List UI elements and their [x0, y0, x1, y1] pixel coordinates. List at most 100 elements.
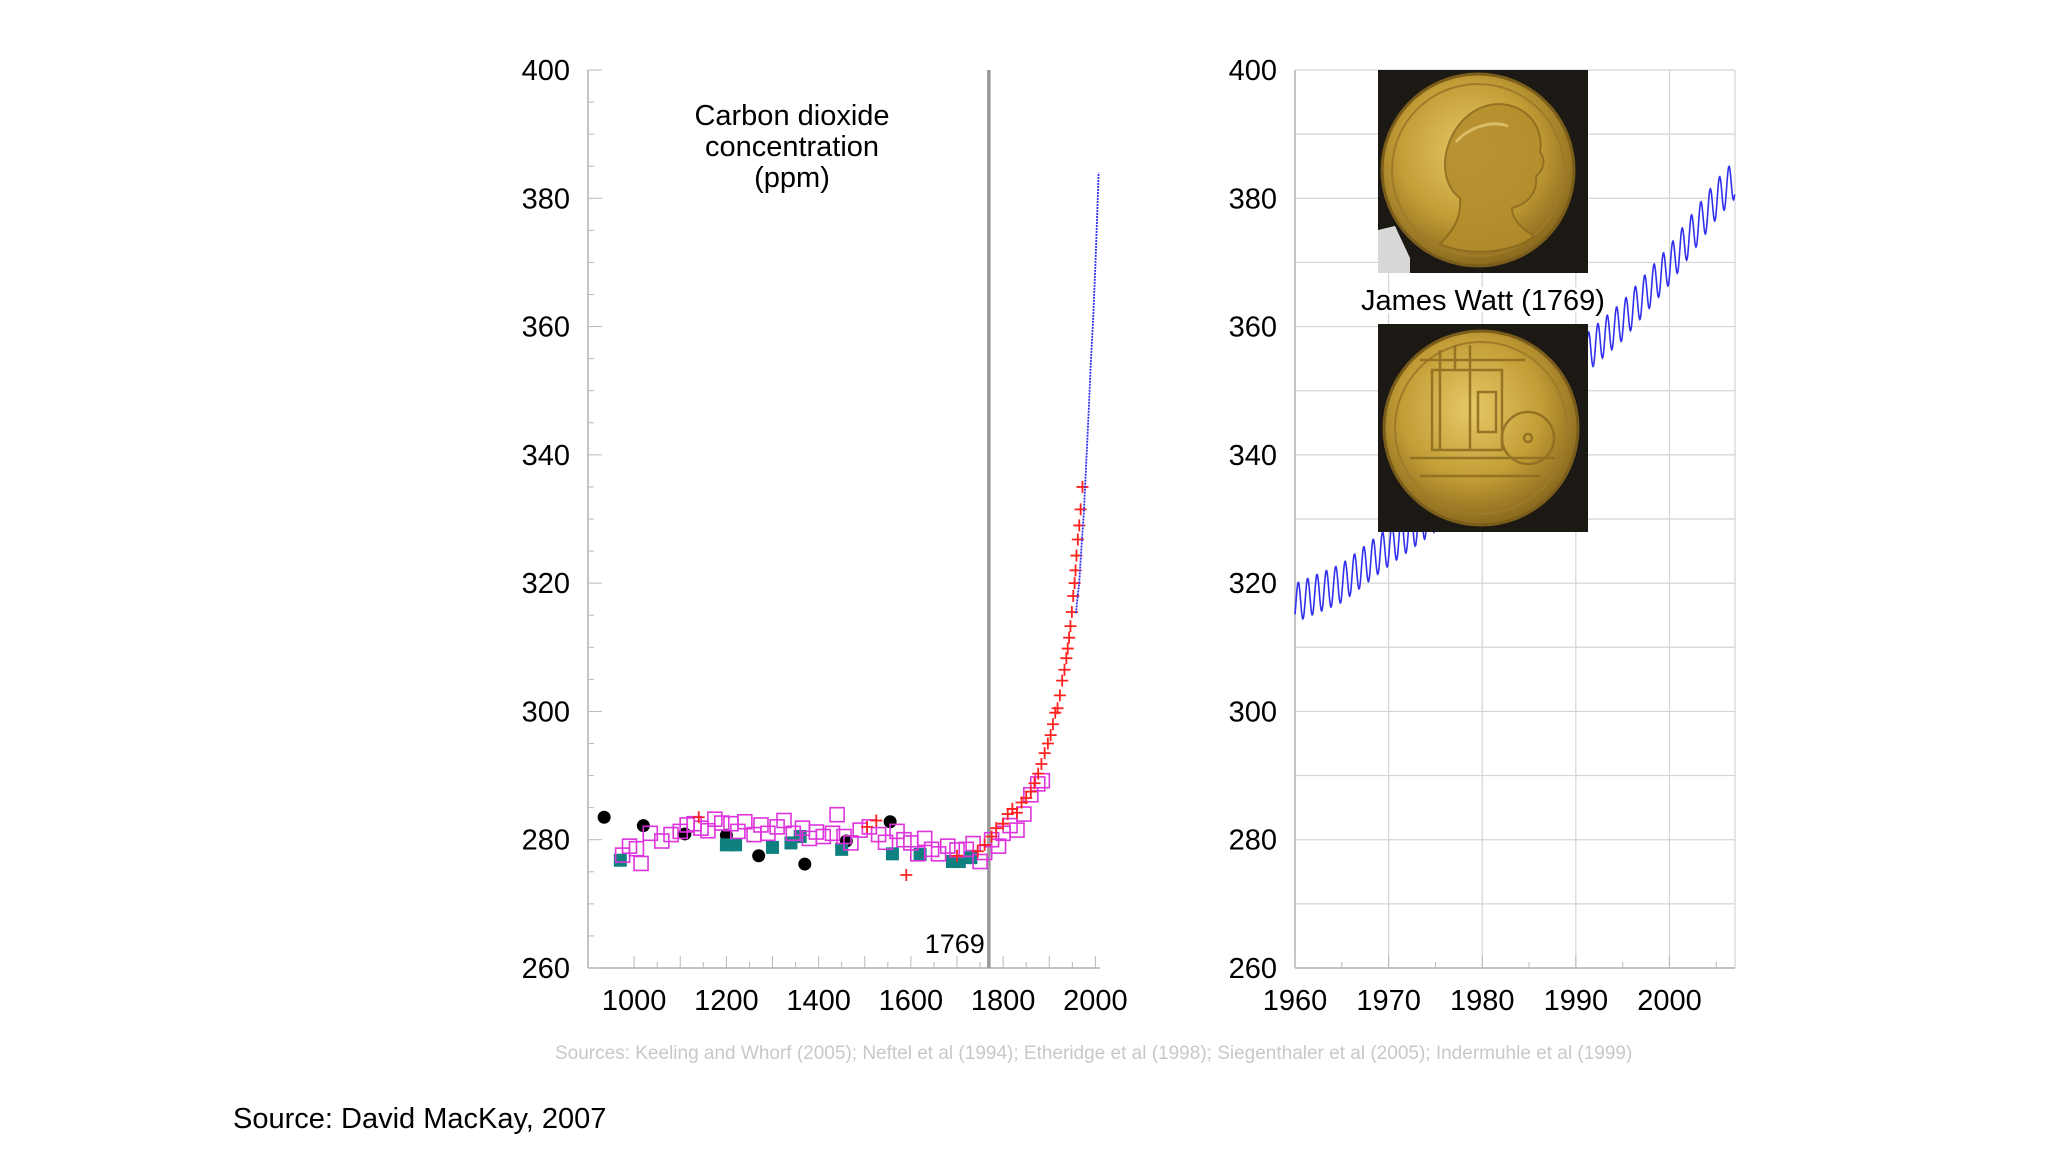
data-point-filled-square — [913, 847, 927, 861]
left-y-tick-label: 280 — [522, 825, 570, 857]
data-point-open-square — [785, 825, 802, 842]
right-y-tick-label: 280 — [1229, 825, 1277, 857]
data-point-filled-square — [613, 853, 627, 867]
right-y-tick-label: 300 — [1229, 696, 1277, 728]
medal-steam-engine-reverse — [1382, 329, 1580, 527]
right-x-tick-label: 2000 — [1637, 985, 1702, 1017]
right-y-tick-label: 320 — [1229, 568, 1277, 600]
data-point-open-square — [877, 834, 894, 851]
left-y-tick-label: 400 — [522, 55, 570, 87]
left-x-tick-label: 2000 — [1063, 985, 1128, 1017]
left-y-tick-label: 260 — [522, 953, 570, 985]
data-point-circle — [597, 810, 611, 824]
data-point-cross — [1038, 747, 1051, 760]
inset-caption: James Watt (1769) — [1361, 285, 1605, 317]
data-point-cross — [985, 830, 998, 843]
data-point-cross — [1044, 729, 1057, 742]
data-point-filled-square — [729, 838, 743, 852]
data-point-open-square — [990, 838, 1007, 854]
data-point-cross — [997, 817, 1010, 830]
left-y-tick-label: 360 — [522, 312, 570, 344]
data-point-open-square — [843, 835, 859, 851]
data-point-cross — [1035, 758, 1048, 771]
data-point-open-square — [815, 828, 832, 845]
data-point-cross — [1010, 806, 1023, 819]
data-point-open-square — [1016, 806, 1032, 822]
data-point-cross — [1028, 777, 1041, 790]
right-x-tick-label: 1960 — [1263, 985, 1328, 1017]
sources-footnote: Sources: Keeling and Whorf (2005); Nefte… — [555, 1043, 1633, 1064]
data-point-cross — [951, 849, 964, 862]
annotation-1769: 1769 — [925, 929, 985, 959]
data-point-cross — [990, 822, 1003, 835]
data-point-filled-square — [952, 855, 966, 869]
left-chart-title-line: concentration — [705, 131, 879, 163]
data-point-cross — [1063, 631, 1076, 644]
data-point-open-square — [852, 822, 868, 838]
left-x-tick-label: 1200 — [694, 985, 759, 1017]
right-y-tick-label: 400 — [1229, 55, 1277, 87]
data-point-open-square — [633, 855, 649, 872]
data-point-cross — [1024, 785, 1037, 798]
data-point-cross — [978, 838, 991, 851]
left-y-tick-label: 300 — [522, 696, 570, 728]
data-point-open-square — [972, 853, 988, 870]
right-axes: 260 280 300 320 340 360 380 400 1960 1970 1980 1990… — [1229, 55, 1735, 1017]
data-point-filled-square — [766, 840, 780, 854]
right-x-tick-label: 1990 — [1544, 985, 1609, 1017]
data-point-cross — [1074, 503, 1087, 516]
data-point-cross — [1041, 737, 1054, 750]
james-watt-medal-inset: James Watt (1769) — [1358, 70, 1608, 532]
right-co2-chart: 260 280 300 320 340 360 380 400 1960 1970 1980 1990… — [1229, 55, 1736, 1017]
left-x-tick-label: 1000 — [602, 985, 667, 1017]
data-point-cross — [1064, 620, 1077, 633]
left-y-tick-label: 380 — [522, 183, 570, 215]
left-co2-chart: 260 280 300 320 340 360 380 400 1000 1200 1400 1600… — [522, 55, 1128, 1017]
data-point-open-square — [663, 826, 679, 843]
data-point-open-square — [737, 813, 753, 830]
data-point-cross — [1060, 652, 1073, 665]
data-point-cross — [900, 868, 913, 881]
right-x-tick-label: 1980 — [1450, 985, 1515, 1017]
source-credit: Source: David MacKay, 2007 — [233, 1103, 607, 1135]
data-point-cross — [1058, 663, 1071, 676]
data-point-cross — [1061, 642, 1074, 655]
left-x-tick-label: 1800 — [971, 985, 1036, 1017]
data-point-circle — [752, 849, 766, 863]
data-point-cross — [1051, 702, 1064, 715]
right-y-tick-label: 260 — [1229, 953, 1277, 985]
right-y-tick-label: 360 — [1229, 312, 1277, 344]
right-y-tick-label: 380 — [1229, 183, 1277, 215]
data-point-cross — [1067, 589, 1080, 602]
left-data-points — [597, 172, 1100, 881]
data-point-filled-square — [885, 847, 899, 861]
data-point-circle — [798, 857, 812, 871]
data-point-cross — [1020, 792, 1033, 805]
data-point-cross — [1076, 480, 1089, 493]
left-x-tick-label: 1400 — [786, 985, 851, 1017]
right-y-tick-label: 340 — [1229, 440, 1277, 472]
data-point-cross — [861, 820, 874, 833]
left-chart-title-line: (ppm) — [754, 162, 830, 194]
data-point-open-square — [939, 838, 956, 854]
data-point-cross — [971, 845, 984, 858]
data-point-filled-square — [835, 842, 849, 856]
data-point-cross — [1071, 533, 1084, 546]
data-point-cross — [870, 814, 883, 827]
data-point-cross — [1032, 767, 1045, 780]
right-x-tick-label: 1970 — [1356, 985, 1421, 1017]
left-axes: 260 280 300 320 340 360 380 400 1000 1200 1400 1600… — [522, 55, 1128, 1017]
data-point-filled-square — [964, 851, 978, 865]
data-point-open-square — [713, 815, 730, 831]
left-chart-title-line: Carbon dioxide — [694, 100, 889, 132]
left-x-tick-label: 1600 — [879, 985, 944, 1017]
data-point-cross — [692, 811, 705, 824]
left-y-tick-label: 320 — [522, 568, 570, 600]
data-point-open-square — [776, 812, 792, 829]
data-point-cross — [1056, 674, 1069, 687]
left-y-tick-label: 340 — [522, 440, 570, 472]
data-point-cross — [1053, 689, 1066, 702]
data-point-cross — [1046, 718, 1059, 731]
